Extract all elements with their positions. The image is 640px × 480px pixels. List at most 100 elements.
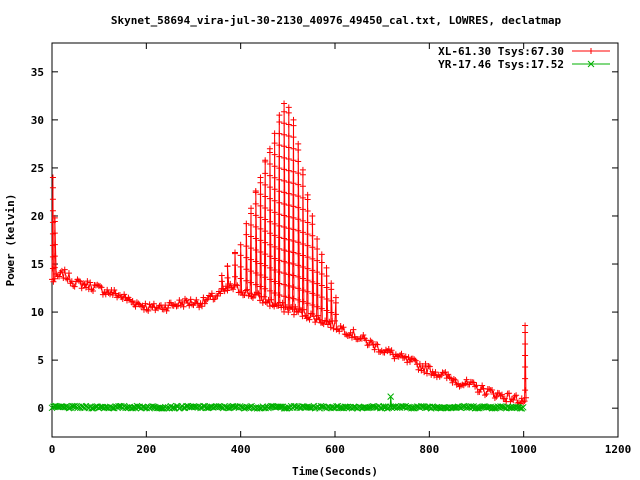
data-point <box>232 262 239 269</box>
data-point <box>266 264 273 271</box>
data-point-peak <box>314 236 321 243</box>
data-point <box>323 272 330 279</box>
data-point <box>290 145 297 152</box>
data-point <box>49 184 56 191</box>
data-point <box>248 279 255 286</box>
data-point <box>295 239 302 246</box>
data-point <box>128 299 135 306</box>
data-point <box>242 287 249 294</box>
data-point <box>426 363 433 370</box>
data-point <box>317 402 325 410</box>
data-point <box>406 358 413 365</box>
data-point <box>214 293 221 300</box>
data-point <box>271 140 278 147</box>
data-point <box>49 196 56 203</box>
data-point <box>318 271 325 278</box>
data-point <box>510 396 517 403</box>
data-point <box>285 156 292 163</box>
data-point <box>299 171 306 178</box>
data-point <box>290 272 297 279</box>
data-point <box>350 326 357 333</box>
data-point <box>292 303 299 310</box>
data-point <box>276 199 283 206</box>
data-point <box>304 254 311 261</box>
data-point <box>276 245 283 252</box>
data-point <box>257 225 264 232</box>
data-point <box>64 276 71 283</box>
data-point <box>290 237 297 244</box>
data-point <box>373 341 380 348</box>
data-point <box>193 296 200 303</box>
data-point <box>295 147 302 154</box>
data-point <box>285 132 292 139</box>
data-point <box>470 379 477 386</box>
data-point <box>146 301 153 308</box>
data-point <box>203 297 210 304</box>
data-point <box>281 154 288 161</box>
x-tick-label: 400 <box>231 443 251 456</box>
data-point <box>276 153 283 160</box>
data-point <box>285 167 292 174</box>
data-point <box>313 315 320 322</box>
data-point <box>61 266 68 273</box>
data-point <box>285 190 292 197</box>
data-point <box>486 386 493 393</box>
data-point <box>285 248 292 255</box>
data-point <box>326 318 333 325</box>
data-point <box>290 311 297 318</box>
data-point-peak <box>49 174 56 181</box>
data-point <box>304 300 311 307</box>
data-point <box>315 312 322 319</box>
y-tick-label: 5 <box>37 354 44 367</box>
data-point <box>266 230 273 237</box>
data-point <box>51 253 58 260</box>
data-point <box>167 299 174 306</box>
data-point <box>132 303 139 310</box>
data-point-peak <box>276 112 283 119</box>
data-point <box>252 189 259 196</box>
data-point <box>309 278 316 285</box>
data-point <box>266 253 273 260</box>
data-point <box>324 321 331 328</box>
data-point <box>143 306 150 313</box>
data-point <box>51 241 58 248</box>
data-point <box>255 290 262 297</box>
data-point <box>389 403 397 410</box>
data-point <box>142 300 149 307</box>
data-point <box>379 403 387 410</box>
data-point-peak <box>295 140 302 147</box>
data-point <box>51 218 58 225</box>
data-point <box>423 370 430 377</box>
data-point <box>238 288 245 295</box>
data-point <box>135 300 142 307</box>
data-point <box>314 257 321 264</box>
data-point <box>276 403 284 411</box>
data-point <box>314 269 321 276</box>
data-point <box>204 296 211 303</box>
data-point <box>306 404 313 411</box>
data-point <box>314 292 321 299</box>
data-point <box>452 377 459 384</box>
data-point <box>281 258 288 265</box>
data-point <box>299 252 306 259</box>
data-point <box>90 288 97 295</box>
data-point <box>252 223 259 230</box>
data-point <box>285 202 292 209</box>
data-point <box>211 296 218 303</box>
data-point <box>295 250 302 257</box>
data-point <box>232 250 239 257</box>
data-point <box>450 376 457 383</box>
data-point <box>252 246 259 253</box>
data-point <box>252 200 259 207</box>
data-point <box>513 392 520 399</box>
data-point <box>388 347 395 354</box>
data-point <box>266 149 273 156</box>
data-point <box>61 403 69 411</box>
data-point <box>281 166 288 173</box>
data-point <box>78 285 85 292</box>
data-point <box>299 194 306 201</box>
data-point <box>262 239 269 246</box>
data-point <box>290 203 297 210</box>
data-point <box>248 222 255 229</box>
data-point <box>490 404 497 412</box>
